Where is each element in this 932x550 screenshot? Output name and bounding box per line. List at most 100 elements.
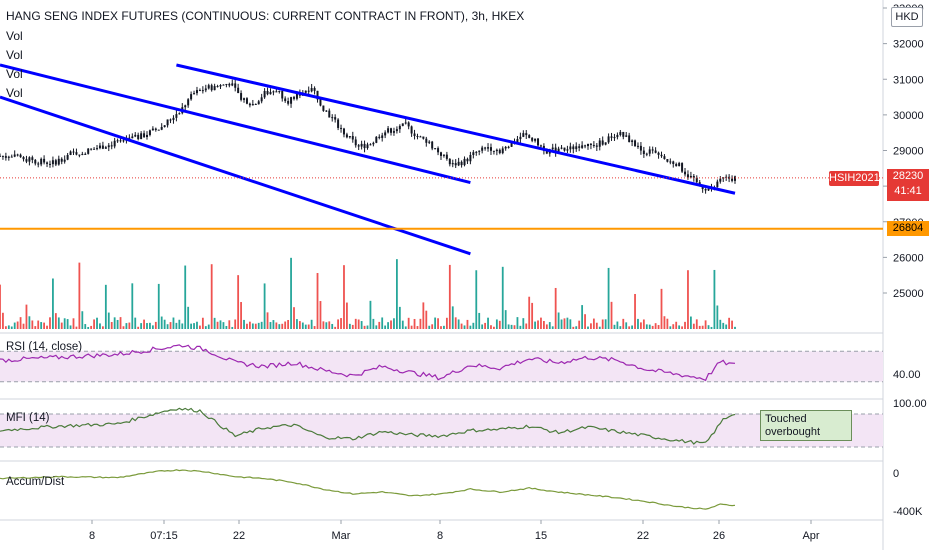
volume-bar (31, 320, 34, 329)
volume-bar (104, 284, 107, 329)
volume-bar (293, 307, 295, 329)
volume-bar (366, 325, 369, 329)
volume-bar (369, 300, 372, 329)
volume-bar (72, 318, 75, 329)
volume-bar (575, 326, 578, 329)
candle-body (598, 140, 601, 147)
candle-body (251, 104, 254, 106)
volume-bar (396, 259, 398, 329)
candle-body (157, 129, 160, 131)
volume-bar (340, 318, 342, 329)
candle-body (639, 145, 642, 151)
trend-channel-line[interactable] (0, 95, 471, 256)
candle-body (560, 147, 563, 149)
rsi-label: RSI (14, close) (6, 341, 83, 353)
candle-body (310, 88, 313, 92)
candle-body (498, 149, 501, 154)
candle-body (695, 177, 698, 183)
volume-bar (557, 312, 560, 329)
candle-body (316, 90, 319, 100)
candle-body (451, 163, 454, 165)
volume-bar (313, 326, 316, 329)
candle-body (66, 154, 69, 160)
candle-body (166, 119, 169, 126)
candle-body (387, 128, 390, 133)
candle-body (151, 128, 154, 131)
volume-bar (413, 318, 416, 329)
candle-body (0, 155, 1, 157)
volume-bar (569, 319, 572, 329)
volume-bar (701, 325, 704, 329)
candle-body (101, 145, 104, 149)
volume-bar (187, 306, 190, 329)
currency-button[interactable]: HKD (891, 7, 923, 27)
candle-body (434, 148, 437, 150)
volume-bar (554, 287, 557, 329)
volume-bar (363, 325, 366, 329)
candle-body (307, 90, 310, 92)
volume-bar (443, 325, 445, 329)
candle-body (507, 146, 510, 148)
candle-body (51, 160, 54, 165)
candle-body (228, 83, 231, 86)
candle-body (566, 149, 569, 151)
candle-body (328, 110, 331, 118)
volume-bar (343, 265, 345, 329)
candle-body (340, 127, 343, 129)
volume-bar (16, 321, 19, 329)
volume-bar (99, 323, 101, 329)
candle-body (98, 145, 101, 149)
volume-bar (598, 326, 601, 329)
volume-bar (190, 323, 192, 329)
volume-bar (151, 325, 154, 329)
candle-body (22, 157, 25, 160)
last-price-value: 28230 (892, 170, 924, 182)
candle-body (140, 133, 143, 140)
volume-bar (631, 325, 633, 329)
volume-bar (22, 323, 25, 329)
candle-body (119, 140, 122, 142)
volume-bar (640, 322, 642, 329)
volume-bar (346, 302, 348, 329)
volume-bar (137, 326, 140, 329)
candle-body (354, 139, 357, 146)
candle-body (245, 98, 248, 104)
candle-body (225, 83, 228, 85)
volume-bar (193, 323, 195, 329)
volume-bar (407, 317, 410, 329)
volume-bar (4, 326, 7, 329)
volume-bar (66, 319, 69, 329)
volume-bar (328, 321, 331, 329)
candle-body (634, 140, 637, 147)
candle-body (575, 146, 578, 150)
candle-body (295, 92, 298, 99)
level-price-tag: 26804 (887, 221, 929, 236)
volume-bar (207, 324, 210, 329)
volume-bar (201, 317, 204, 329)
candle-body (190, 94, 193, 100)
candle-body (407, 122, 410, 127)
annotation-touched-overbought[interactable]: Touched overbought (760, 410, 852, 441)
candle-body (175, 114, 178, 118)
volume-bar (169, 322, 172, 329)
volume-bar (604, 319, 607, 329)
trend-channel-line[interactable] (176, 63, 736, 195)
volume-bar (519, 325, 522, 329)
volume-bar (440, 326, 442, 329)
candle-body (201, 90, 204, 92)
trend-channel-line[interactable] (0, 63, 471, 185)
time-axis-label: 22 (233, 530, 245, 542)
volume-bar (513, 325, 516, 329)
candle-body (337, 119, 340, 128)
volume-bar (316, 273, 319, 329)
candle-body (689, 175, 692, 178)
candle-body (216, 86, 219, 88)
candle-body (263, 90, 266, 98)
volume-bar (143, 319, 145, 329)
candle-body (313, 88, 316, 91)
candle-body (419, 136, 422, 138)
candle-body (31, 157, 34, 160)
legend-vol-4: Vol (6, 86, 23, 100)
candle-body (331, 117, 334, 119)
